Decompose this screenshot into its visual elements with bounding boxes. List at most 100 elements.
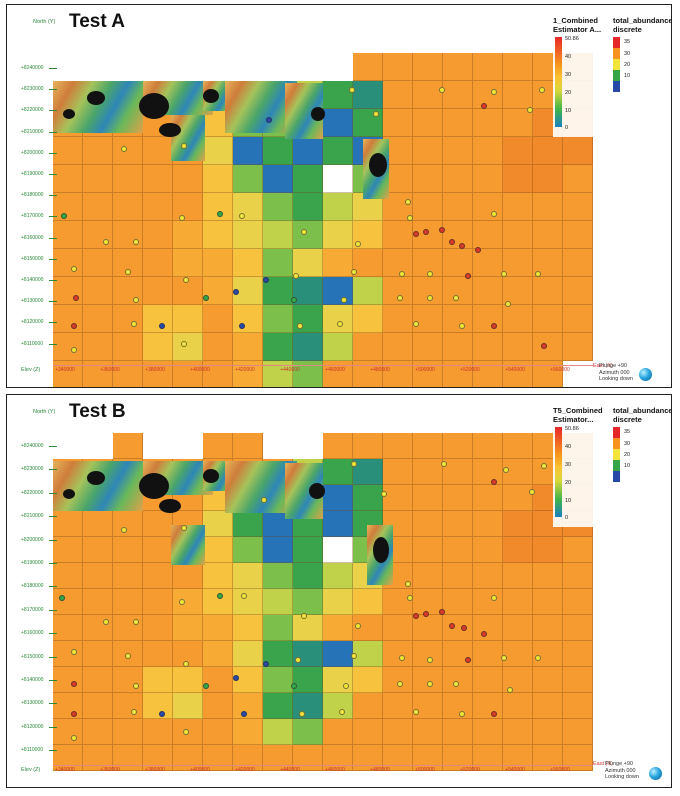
orientation-globe-icon[interactable] xyxy=(639,368,652,381)
sample-point[interactable] xyxy=(397,681,403,687)
sample-point[interactable] xyxy=(239,213,245,219)
sample-point[interactable] xyxy=(71,347,77,353)
sample-point[interactable] xyxy=(529,489,535,495)
sample-point[interactable] xyxy=(459,711,465,717)
sample-point[interactable] xyxy=(103,239,109,245)
sample-point[interactable] xyxy=(217,593,223,599)
sample-point[interactable] xyxy=(133,619,139,625)
sample-point[interactable] xyxy=(203,295,209,301)
sample-point[interactable] xyxy=(461,625,467,631)
sample-point[interactable] xyxy=(337,321,343,327)
sample-point[interactable] xyxy=(266,117,272,123)
sample-point[interactable] xyxy=(159,323,165,329)
sample-point[interactable] xyxy=(413,613,419,619)
sample-point[interactable] xyxy=(125,653,131,659)
sample-point[interactable] xyxy=(239,323,245,329)
sample-point[interactable] xyxy=(399,655,405,661)
sample-point[interactable] xyxy=(351,269,357,275)
sample-point[interactable] xyxy=(179,599,185,605)
sample-point[interactable] xyxy=(103,619,109,625)
sample-point[interactable] xyxy=(71,323,77,329)
sample-point[interactable] xyxy=(501,655,507,661)
sample-point[interactable] xyxy=(339,709,345,715)
sample-point[interactable] xyxy=(203,683,209,689)
sample-point[interactable] xyxy=(241,593,247,599)
sample-point[interactable] xyxy=(131,321,137,327)
sample-point[interactable] xyxy=(179,215,185,221)
sample-point[interactable] xyxy=(263,277,269,283)
sample-point[interactable] xyxy=(427,681,433,687)
sample-point[interactable] xyxy=(407,595,413,601)
sample-point[interactable] xyxy=(349,87,355,93)
orientation-globe-icon[interactable] xyxy=(649,767,662,780)
sample-point[interactable] xyxy=(61,213,67,219)
sample-point[interactable] xyxy=(125,269,131,275)
sample-point[interactable] xyxy=(541,343,547,349)
sample-point[interactable] xyxy=(413,321,419,327)
sample-point[interactable] xyxy=(453,681,459,687)
sample-point[interactable] xyxy=(183,277,189,283)
sample-point[interactable] xyxy=(407,215,413,221)
sample-point[interactable] xyxy=(459,323,465,329)
sample-point[interactable] xyxy=(491,479,497,485)
sample-point[interactable] xyxy=(535,271,541,277)
sample-point[interactable] xyxy=(241,711,247,717)
sample-point[interactable] xyxy=(491,211,497,217)
sample-point[interactable] xyxy=(351,653,357,659)
sample-point[interactable] xyxy=(341,297,347,303)
sample-point[interactable] xyxy=(181,525,187,531)
sample-point[interactable] xyxy=(413,709,419,715)
sample-point[interactable] xyxy=(439,87,445,93)
sample-point[interactable] xyxy=(263,661,269,667)
sample-point[interactable] xyxy=(539,87,545,93)
sample-point[interactable] xyxy=(233,289,239,295)
sample-point[interactable] xyxy=(355,241,361,247)
sample-point[interactable] xyxy=(491,323,497,329)
sample-point[interactable] xyxy=(535,655,541,661)
sample-point[interactable] xyxy=(491,595,497,601)
sample-point[interactable] xyxy=(121,146,127,152)
sample-point[interactable] xyxy=(181,341,187,347)
sample-point[interactable] xyxy=(59,595,65,601)
sample-point[interactable] xyxy=(71,649,77,655)
sample-point[interactable] xyxy=(439,227,445,233)
sample-point[interactable] xyxy=(405,199,411,205)
sample-point[interactable] xyxy=(299,711,305,717)
sample-point[interactable] xyxy=(343,683,349,689)
sample-point[interactable] xyxy=(413,231,419,237)
sample-point[interactable] xyxy=(351,461,357,467)
sample-point[interactable] xyxy=(439,609,445,615)
sample-point[interactable] xyxy=(481,631,487,637)
sample-point[interactable] xyxy=(71,711,77,717)
sample-point[interactable] xyxy=(301,613,307,619)
sample-point[interactable] xyxy=(399,271,405,277)
sample-point[interactable] xyxy=(133,297,139,303)
sample-point[interactable] xyxy=(491,89,497,95)
sample-point[interactable] xyxy=(491,711,497,717)
sample-point[interactable] xyxy=(133,239,139,245)
sample-point[interactable] xyxy=(505,301,511,307)
sample-point[interactable] xyxy=(453,295,459,301)
sample-point[interactable] xyxy=(131,709,137,715)
sample-point[interactable] xyxy=(449,623,455,629)
sample-point[interactable] xyxy=(481,103,487,109)
sample-point[interactable] xyxy=(297,323,303,329)
sample-point[interactable] xyxy=(541,463,547,469)
sample-point[interactable] xyxy=(291,297,297,303)
sample-point[interactable] xyxy=(449,239,455,245)
sample-point[interactable] xyxy=(527,107,533,113)
sample-point[interactable] xyxy=(121,527,127,533)
sample-point[interactable] xyxy=(217,211,223,217)
sample-point[interactable] xyxy=(355,623,361,629)
sample-point[interactable] xyxy=(475,247,481,253)
sample-point[interactable] xyxy=(183,729,189,735)
sample-point[interactable] xyxy=(441,461,447,467)
sample-point[interactable] xyxy=(233,675,239,681)
sample-point[interactable] xyxy=(427,295,433,301)
sample-point[interactable] xyxy=(405,581,411,587)
sample-point[interactable] xyxy=(459,243,465,249)
sample-point[interactable] xyxy=(381,491,387,497)
sample-point[interactable] xyxy=(423,229,429,235)
sample-point[interactable] xyxy=(133,683,139,689)
sample-point[interactable] xyxy=(181,143,187,149)
